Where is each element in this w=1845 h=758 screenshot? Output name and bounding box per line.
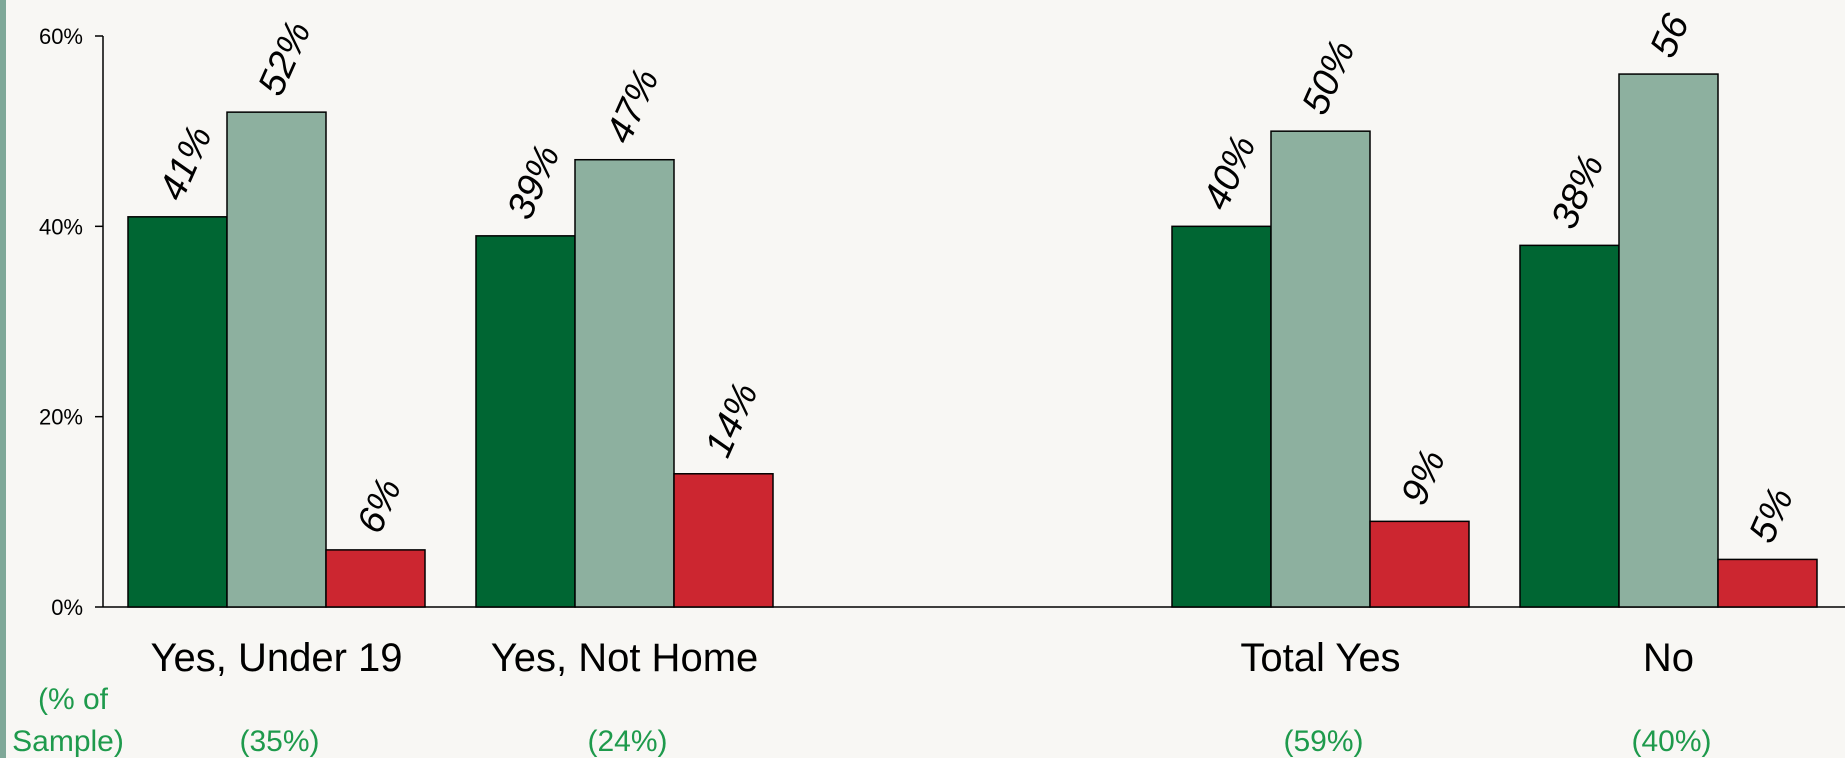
category-label: Yes, Not Home xyxy=(491,636,759,680)
bar xyxy=(128,217,227,607)
data-label: 9% xyxy=(1393,444,1454,511)
sample-share-label: (59%) xyxy=(1283,725,1363,758)
sample-heading-line-2: Sample) xyxy=(12,725,124,758)
data-label: 40% xyxy=(1195,129,1264,216)
bar xyxy=(674,474,773,607)
sample-share-label: (24%) xyxy=(587,725,667,758)
data-label: 47% xyxy=(598,63,667,150)
category-label: No xyxy=(1643,636,1694,680)
y-tick-label: 0% xyxy=(51,595,83,620)
data-label: 14% xyxy=(697,377,766,464)
data-label: 52% xyxy=(250,15,319,102)
sample-heading-line-1: (% of xyxy=(38,683,109,716)
bar xyxy=(326,550,425,607)
y-tick-label: 20% xyxy=(39,405,83,430)
data-label: 38% xyxy=(1543,148,1612,235)
bar xyxy=(1718,559,1817,607)
bar xyxy=(1520,245,1619,607)
data-label: 50% xyxy=(1294,34,1363,121)
bar xyxy=(1172,226,1271,607)
sample-share-label: (35%) xyxy=(239,725,319,758)
category-label: Yes, Under 19 xyxy=(150,636,402,680)
sample-share-label: (40%) xyxy=(1631,725,1711,758)
data-label: 6% xyxy=(349,472,410,539)
bar xyxy=(1619,74,1718,607)
data-label: 56 xyxy=(1642,7,1698,63)
bar xyxy=(575,160,674,607)
bar xyxy=(476,236,575,607)
data-label: 5% xyxy=(1741,482,1802,549)
bar xyxy=(1271,131,1370,607)
category-label: Total Yes xyxy=(1240,636,1400,680)
data-label: 41% xyxy=(151,120,220,207)
data-label: 39% xyxy=(499,139,568,226)
bar xyxy=(1370,521,1469,607)
y-tick-label: 40% xyxy=(39,214,83,239)
y-tick-label: 60% xyxy=(39,24,83,49)
bar xyxy=(227,112,326,607)
